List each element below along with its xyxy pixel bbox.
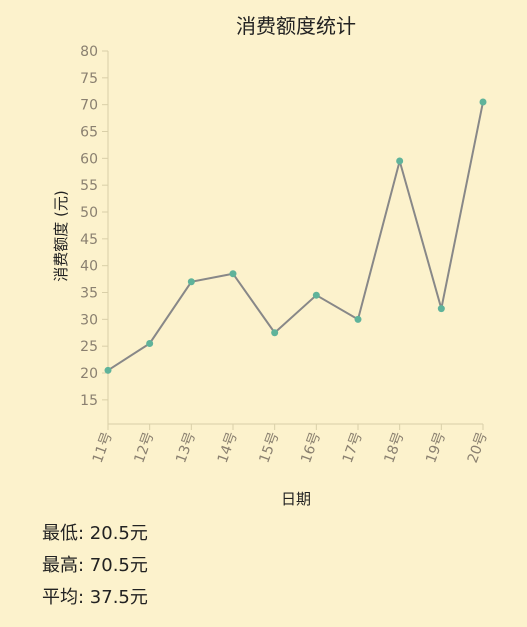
y-tick-label: 20 xyxy=(80,366,98,382)
data-point xyxy=(146,339,154,347)
x-tick-label: 20号 xyxy=(465,430,491,465)
x-tick-label: 13号 xyxy=(173,430,199,465)
y-tick-label: 80 xyxy=(80,44,98,60)
stat-avg: 平均: 37.5元 xyxy=(42,587,148,608)
x-tick-label: 15号 xyxy=(257,430,283,465)
y-tick-label: 15 xyxy=(80,393,98,409)
chart-title: 消费额度统计 xyxy=(236,14,356,38)
y-tick-label: 60 xyxy=(80,151,98,167)
data-point xyxy=(104,366,112,374)
stats-panel: 最低: 20.5元 最高: 70.5元 平均: 37.5元 xyxy=(42,518,148,614)
y-tick-label: 50 xyxy=(80,205,98,221)
data-point xyxy=(271,329,279,337)
data-point xyxy=(479,98,487,106)
stat-min: 最低: 20.5元 xyxy=(42,523,148,544)
x-tick-label: 11号 xyxy=(90,430,116,465)
x-tick-label: 16号 xyxy=(298,430,324,465)
y-tick-label: 65 xyxy=(80,125,98,141)
x-tick-label: 17号 xyxy=(340,430,366,465)
y-tick-label: 25 xyxy=(80,339,98,355)
data-point xyxy=(187,278,195,286)
y-axis: 15 20 25 30 35 40 45 50 55 60 65 70 75 80 xyxy=(80,44,109,424)
x-axis-label: 日期 xyxy=(281,490,311,508)
x-tick-label: 19号 xyxy=(423,430,449,465)
data-series xyxy=(104,98,487,374)
x-tick-label: 18号 xyxy=(382,430,408,465)
y-axis-label: 消费额度 (元) xyxy=(52,190,70,281)
x-tick-label: 12号 xyxy=(132,430,158,465)
stat-max: 最高: 70.5元 xyxy=(42,555,148,576)
x-axis: 11号 12号 13号 14号 15号 16号 17号 18号 19号 20号 xyxy=(90,423,491,465)
y-tick-label: 40 xyxy=(80,259,98,275)
data-point xyxy=(354,315,362,323)
y-tick-label: 70 xyxy=(80,98,98,114)
series-line xyxy=(107,101,484,372)
y-tick-label: 35 xyxy=(80,286,98,302)
data-point xyxy=(312,291,320,299)
y-tick-label: 30 xyxy=(80,312,98,328)
data-point xyxy=(229,270,237,278)
data-point xyxy=(437,305,445,313)
y-tick-label: 55 xyxy=(80,178,98,194)
x-tick-label: 14号 xyxy=(215,430,241,465)
data-point xyxy=(396,157,404,165)
y-tick-label: 45 xyxy=(80,232,98,248)
y-tick-label: 75 xyxy=(80,71,98,87)
